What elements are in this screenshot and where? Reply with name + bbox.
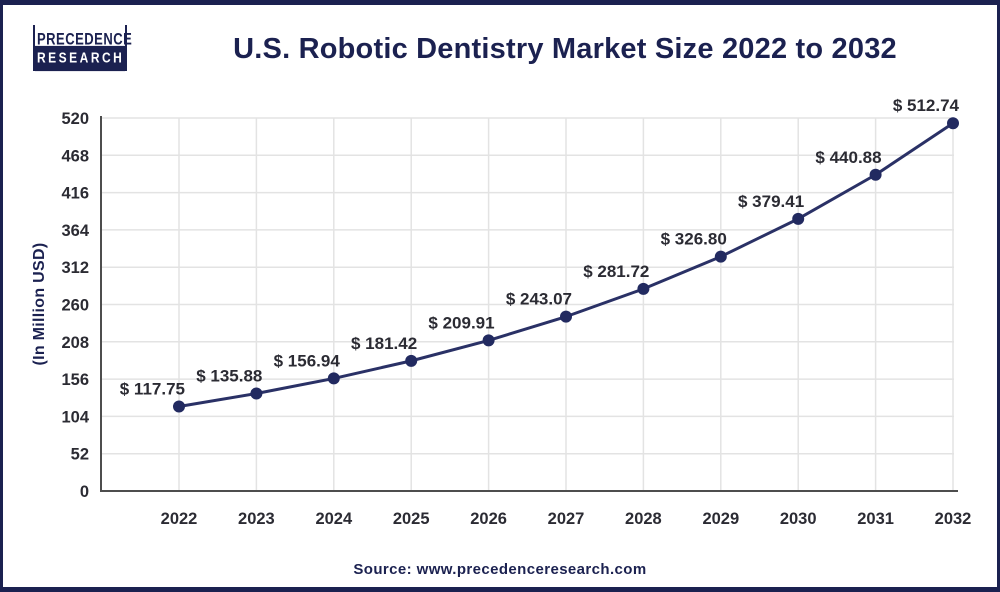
y-tick-label: 520: [61, 110, 89, 128]
data-label-2025: $ 181.42: [351, 334, 417, 353]
data-label-2028: $ 281.72: [583, 262, 649, 281]
y-tick-label: 104: [61, 408, 89, 426]
x-tick-label: 2026: [470, 510, 507, 528]
data-point-2022: [173, 400, 185, 413]
data-label-2029: $ 326.80: [661, 230, 727, 249]
data-point-2026: [482, 334, 495, 347]
y-tick-label: 52: [71, 446, 89, 464]
x-tick-label: 2023: [238, 510, 275, 528]
data-label-2022: $ 117.75: [120, 380, 185, 399]
y-tick-label: 312: [61, 259, 89, 277]
y-tick-label: 468: [61, 147, 89, 165]
x-tick-label: 2030: [780, 510, 817, 528]
x-tick-label: 2022: [161, 510, 198, 528]
data-point-2032: [947, 117, 959, 130]
x-tick-label: 2028: [625, 510, 662, 528]
data-point-2028: [637, 282, 650, 295]
x-tick-label: 2024: [315, 510, 353, 528]
y-tick-label: 260: [61, 297, 89, 315]
y-tick-label: 364: [61, 222, 89, 240]
x-tick-label: 2029: [702, 510, 739, 528]
data-label-2026: $ 209.91: [428, 313, 494, 332]
chart-title: U.S. Robotic Dentistry Market Size 2022 …: [233, 33, 897, 65]
data-label-2031: $ 440.88: [815, 148, 881, 167]
x-tick-label: 2027: [548, 510, 585, 528]
data-label-2024: $ 156.94: [274, 351, 341, 370]
data-point-2023: [250, 387, 263, 400]
x-tick-label: 2025: [393, 510, 430, 528]
data-point-2024: [327, 372, 340, 385]
data-point-2025: [405, 354, 418, 367]
data-label-2032: $ 512.74: [893, 96, 960, 115]
data-label-2023: $ 135.88: [196, 367, 262, 386]
y-tick-label: 416: [61, 185, 89, 203]
logo-text-research: RESEARCH: [35, 45, 125, 72]
y-tick-label: 0: [80, 483, 89, 501]
data-point-2030: [792, 212, 805, 225]
data-point-2027: [560, 310, 572, 323]
x-tick-label: 2031: [857, 510, 894, 528]
data-label-2027: $ 243.07: [506, 290, 572, 309]
data-point-2031: [869, 168, 882, 181]
data-point-2029: [714, 250, 727, 263]
y-tick-label: 208: [61, 334, 89, 352]
line-chart: 0 52 104 156 208 260 312 364 416 468 520 2022 2023 20…: [61, 96, 972, 528]
x-tick-label: 2032: [935, 510, 972, 528]
source-text: Source: www.precedenceresearch.com: [353, 561, 647, 578]
precedence-research-logo: PRECEDENCE RESEARCH: [33, 24, 132, 72]
y-tick-label: 156: [61, 371, 89, 389]
data-label-2030: $ 379.41: [738, 192, 804, 211]
